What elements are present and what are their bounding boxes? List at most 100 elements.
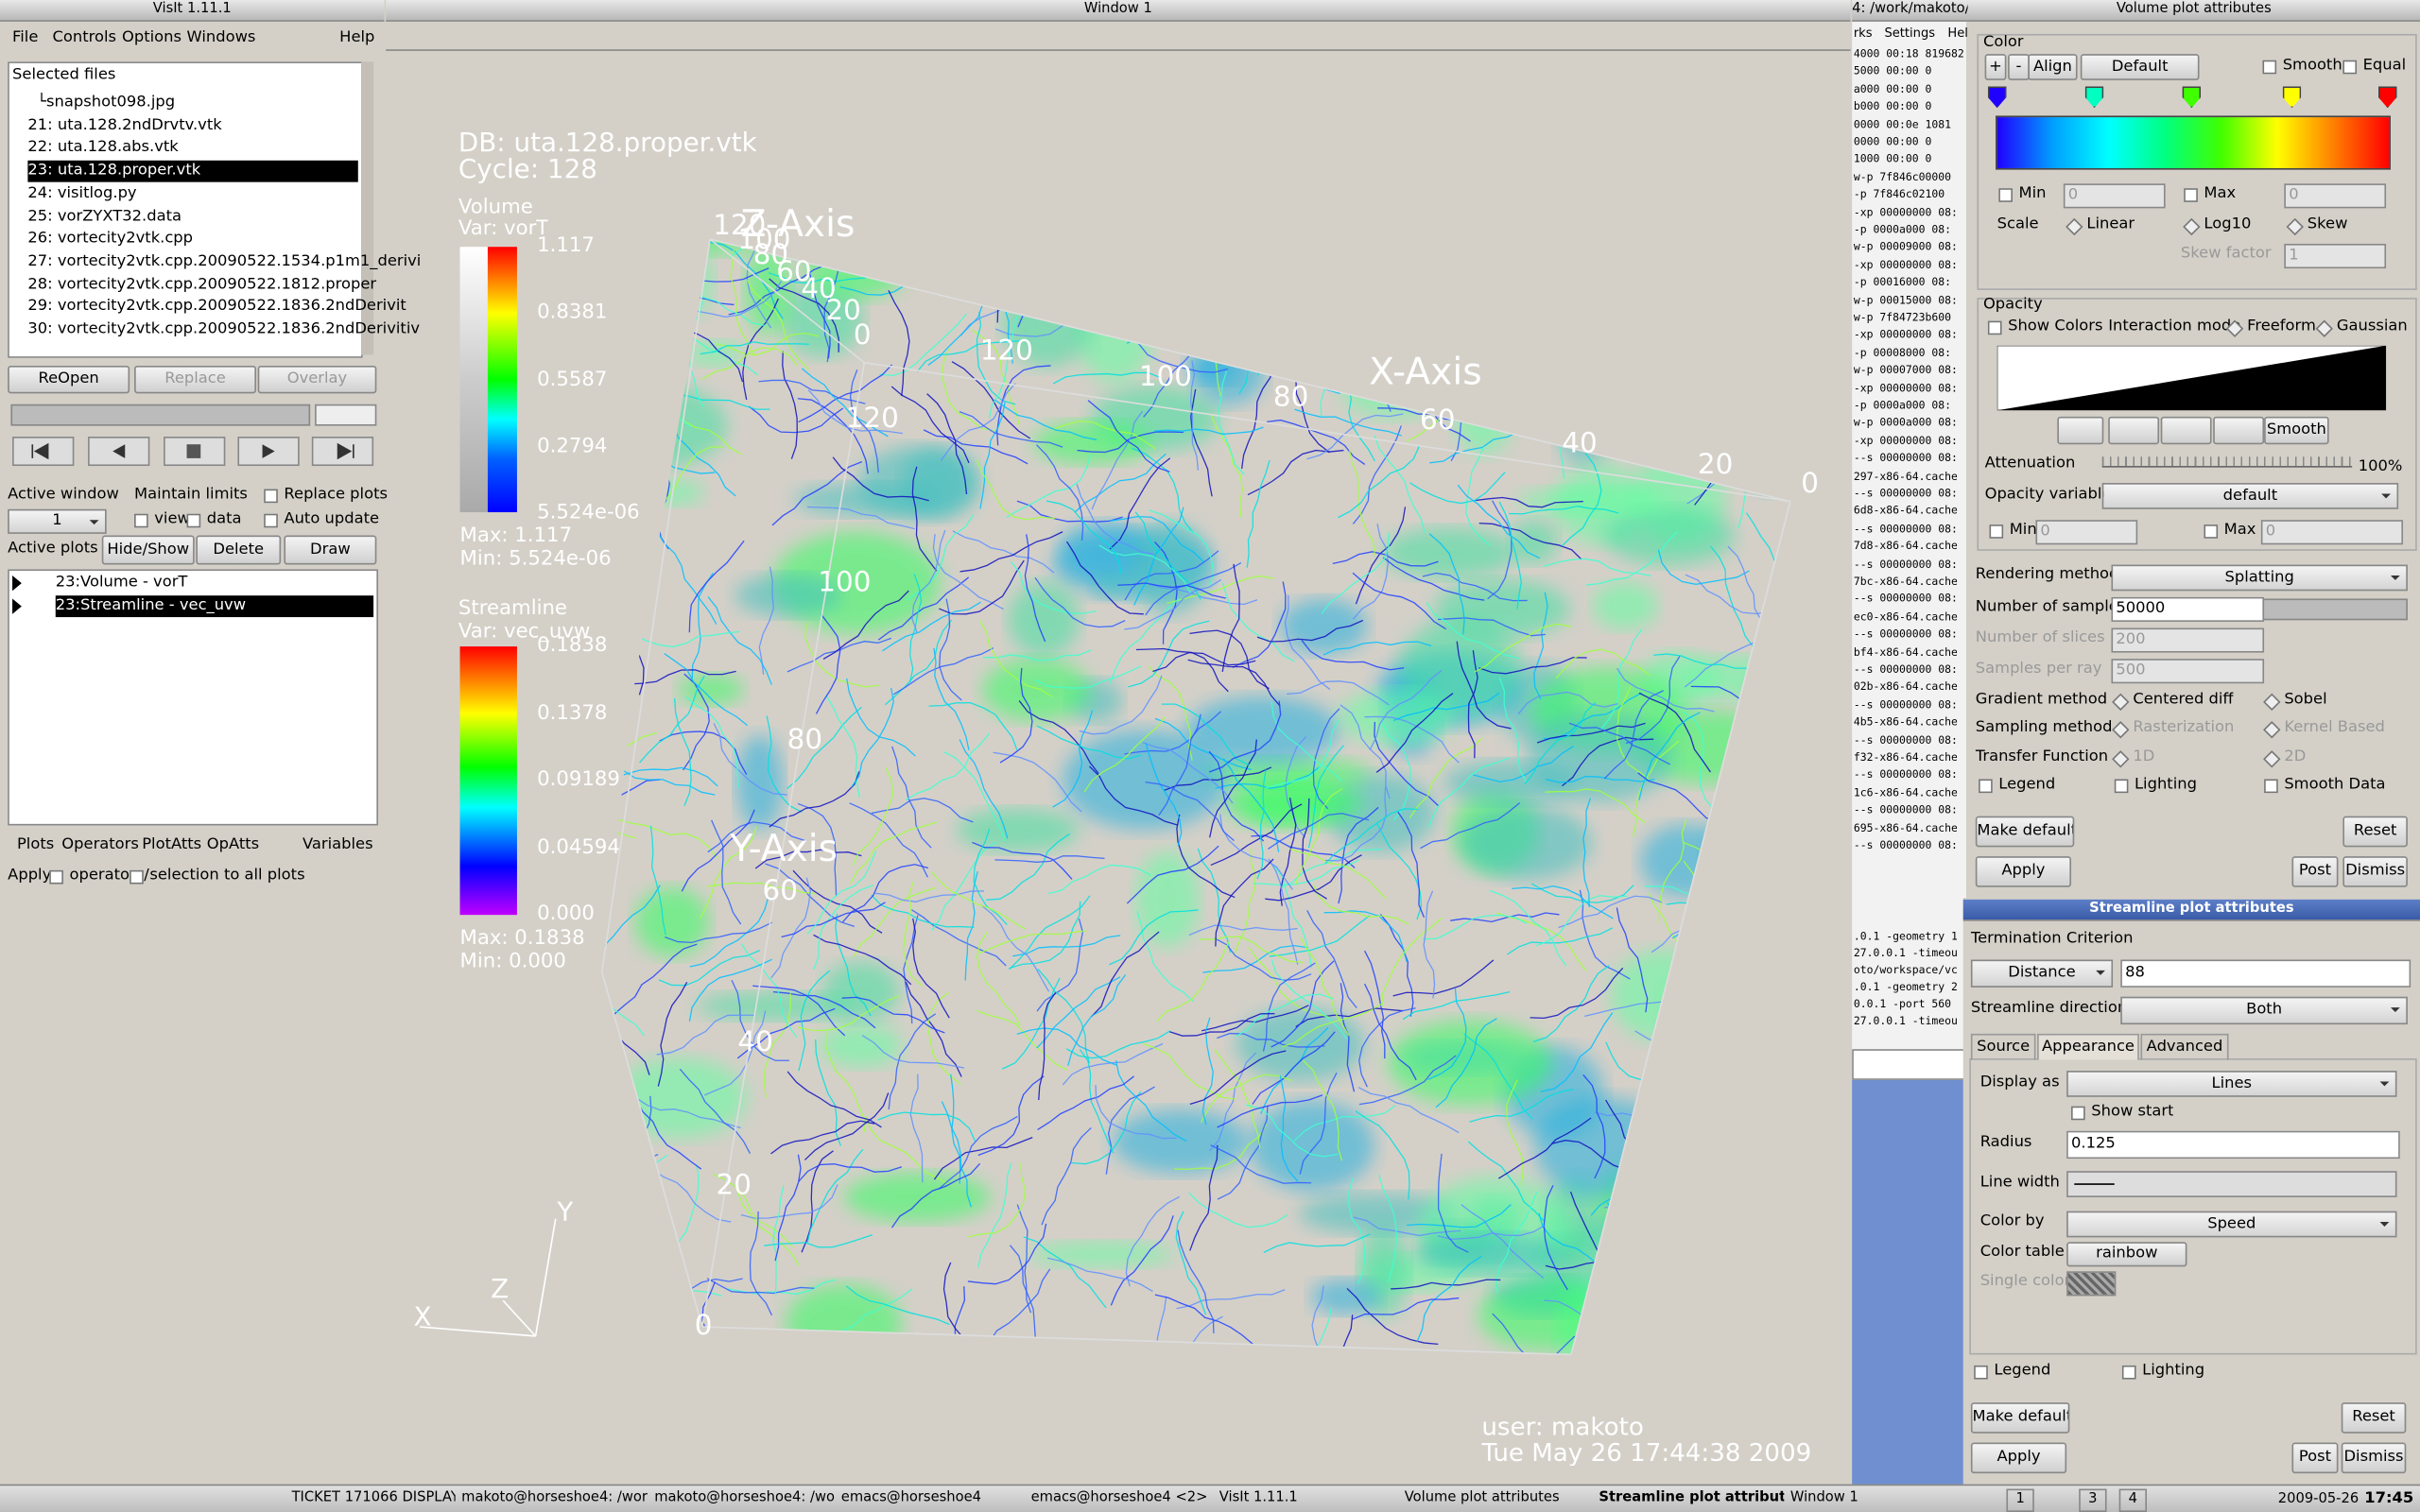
taskbar-item[interactable]: emacs@horseshoe4 [840,1490,981,1506]
button[interactable]: Dismiss [2341,1442,2407,1474]
checkbox[interactable] [130,869,144,885]
menu-item[interactable]: Hel [1947,26,1968,41]
file-item[interactable]: 28: vortecity2vtk.cpp.20090522.1812.prop… [27,275,377,293]
checkbox[interactable] [2204,524,2219,539]
line-width-picker[interactable] [2066,1171,2397,1197]
button[interactable]: Apply [1970,1442,2067,1474]
text-input[interactable]: 0 [2063,183,2166,209]
menu-item[interactable]: Help [339,29,375,46]
tab[interactable]: Advanced [2140,1033,2229,1060]
button[interactable]: Default [2080,54,2200,80]
taskbar-item[interactable]: makoto@horseshoe4: /work [461,1490,648,1506]
slider[interactable] [2262,598,2408,621]
checkbox[interactable] [2262,60,2277,75]
color-point[interactable] [1987,86,2007,109]
color-point[interactable] [2182,86,2202,109]
color-point[interactable] [2377,86,2397,109]
expand-arrow[interactable] [12,575,22,592]
menu-item[interactable]: Settings [1884,26,1936,41]
taskbar-item[interactable]: TICKET 171066 DISPLAY - K [291,1490,456,1506]
dropdown[interactable]: Lines [2066,1071,2397,1097]
file-item[interactable]: 24: visitlog.py [27,184,137,202]
button[interactable]: Align [2028,54,2078,80]
taskbar-item[interactable]: VisIt 1.11.1 [1219,1490,1298,1506]
shape-button[interactable] [2160,416,2212,445]
color-point[interactable] [2282,86,2302,109]
taskbar-item[interactable]: emacs@horseshoe4 <2> [1030,1490,1208,1506]
button[interactable]: + [1984,54,2007,80]
plot-item[interactable]: 23:Streamline - vec_uvw [55,595,374,618]
dropdown[interactable]: default [2101,483,2399,509]
plot-item[interactable]: 23:Volume - vorT [55,574,188,592]
tab[interactable]: Source [1970,1033,2036,1060]
dropdown[interactable]: 1 [8,508,107,534]
text-input[interactable]: 0 [2284,183,2387,209]
file-item[interactable]: 30: vortecity2vtk.cpp.20090522.1836.2ndD… [27,320,421,338]
dropdown[interactable]: Speed [2066,1211,2397,1238]
checkbox[interactable] [186,513,201,528]
button[interactable]: Smooth [2264,416,2329,445]
checkbox[interactable] [2121,1365,2136,1380]
file-item[interactable]: └snapshot098.jpg [37,94,176,112]
dropdown[interactable]: Distance [1970,959,2114,988]
button[interactable]: Reset [2341,1402,2407,1434]
text-input[interactable]: 50000 [2111,596,2265,622]
tab[interactable]: OpAtts [206,835,260,853]
file-item[interactable]: 26: vortecity2vtk.cpp [27,230,194,248]
checkbox[interactable] [2114,779,2129,794]
shape-button[interactable] [2057,416,2104,445]
button[interactable]: Apply [1975,856,2072,887]
tab[interactable]: Variables [302,835,373,853]
button[interactable]: Make default [1975,816,2075,848]
checkbox[interactable] [1979,779,1993,794]
button[interactable]: rainbow [2066,1242,2187,1267]
checkbox[interactable] [1998,188,2013,202]
workspace[interactable]: 1 [2006,1488,2034,1512]
button[interactable]: Make default [1970,1402,2070,1434]
slider[interactable] [2101,456,2353,468]
text-input[interactable]: 200 [2111,627,2265,653]
text-input[interactable]: 1 [2284,243,2387,269]
checkbox[interactable] [264,489,278,504]
button[interactable]: - [2008,54,2030,80]
button[interactable]: Draw [284,535,377,565]
vcr-button[interactable] [164,437,226,467]
shape-button[interactable] [2108,416,2160,445]
checkbox[interactable] [2342,60,2358,75]
checkbox[interactable] [1989,524,2004,539]
tab[interactable]: Plots [16,835,55,853]
checkbox[interactable] [134,513,148,528]
file-item[interactable]: 22: uta.128.abs.vtk [27,139,179,157]
expand-arrow[interactable] [12,598,22,614]
button[interactable]: ReOpen [8,365,130,394]
text-input[interactable]: 0 [2260,520,2404,545]
menu-item[interactable]: Controls [52,29,117,46]
color-swatch[interactable] [2066,1271,2117,1297]
checkbox[interactable] [49,869,63,885]
taskbar-item[interactable]: Window 1 [1789,1490,1858,1506]
menu-item[interactable]: Options [121,29,182,46]
dropdown[interactable]: Both [2120,996,2408,1025]
text-input[interactable]: 500 [2111,659,2265,684]
button[interactable]: Delete [196,535,282,565]
vcr-button[interactable] [88,437,150,467]
vcr-button[interactable] [237,437,300,467]
button[interactable]: Post [2291,1442,2339,1474]
checkbox[interactable] [2184,188,2198,202]
workspace[interactable]: 3 [2079,1488,2107,1512]
checkbox[interactable] [264,513,278,528]
taskbar-item[interactable]: makoto@horseshoe4: /work [654,1490,836,1506]
text-input[interactable]: 0 [2035,520,2138,545]
vcr-button[interactable] [12,437,75,467]
vcr-button[interactable] [311,437,374,467]
menu-item[interactable]: rks [1853,26,1873,41]
color-point[interactable] [2084,86,2104,109]
file-item[interactable]: 25: vorZYXT32.data [27,207,182,225]
tab[interactable]: Appearance [2037,1033,2139,1060]
button[interactable]: Overlay [257,365,377,394]
button[interactable]: Dismiss [2342,856,2408,887]
button[interactable]: Replace [134,365,257,394]
menu-item[interactable]: File [12,29,39,46]
dropdown[interactable]: Splatting [2111,564,2408,592]
text-input[interactable]: 88 [2120,959,2411,988]
